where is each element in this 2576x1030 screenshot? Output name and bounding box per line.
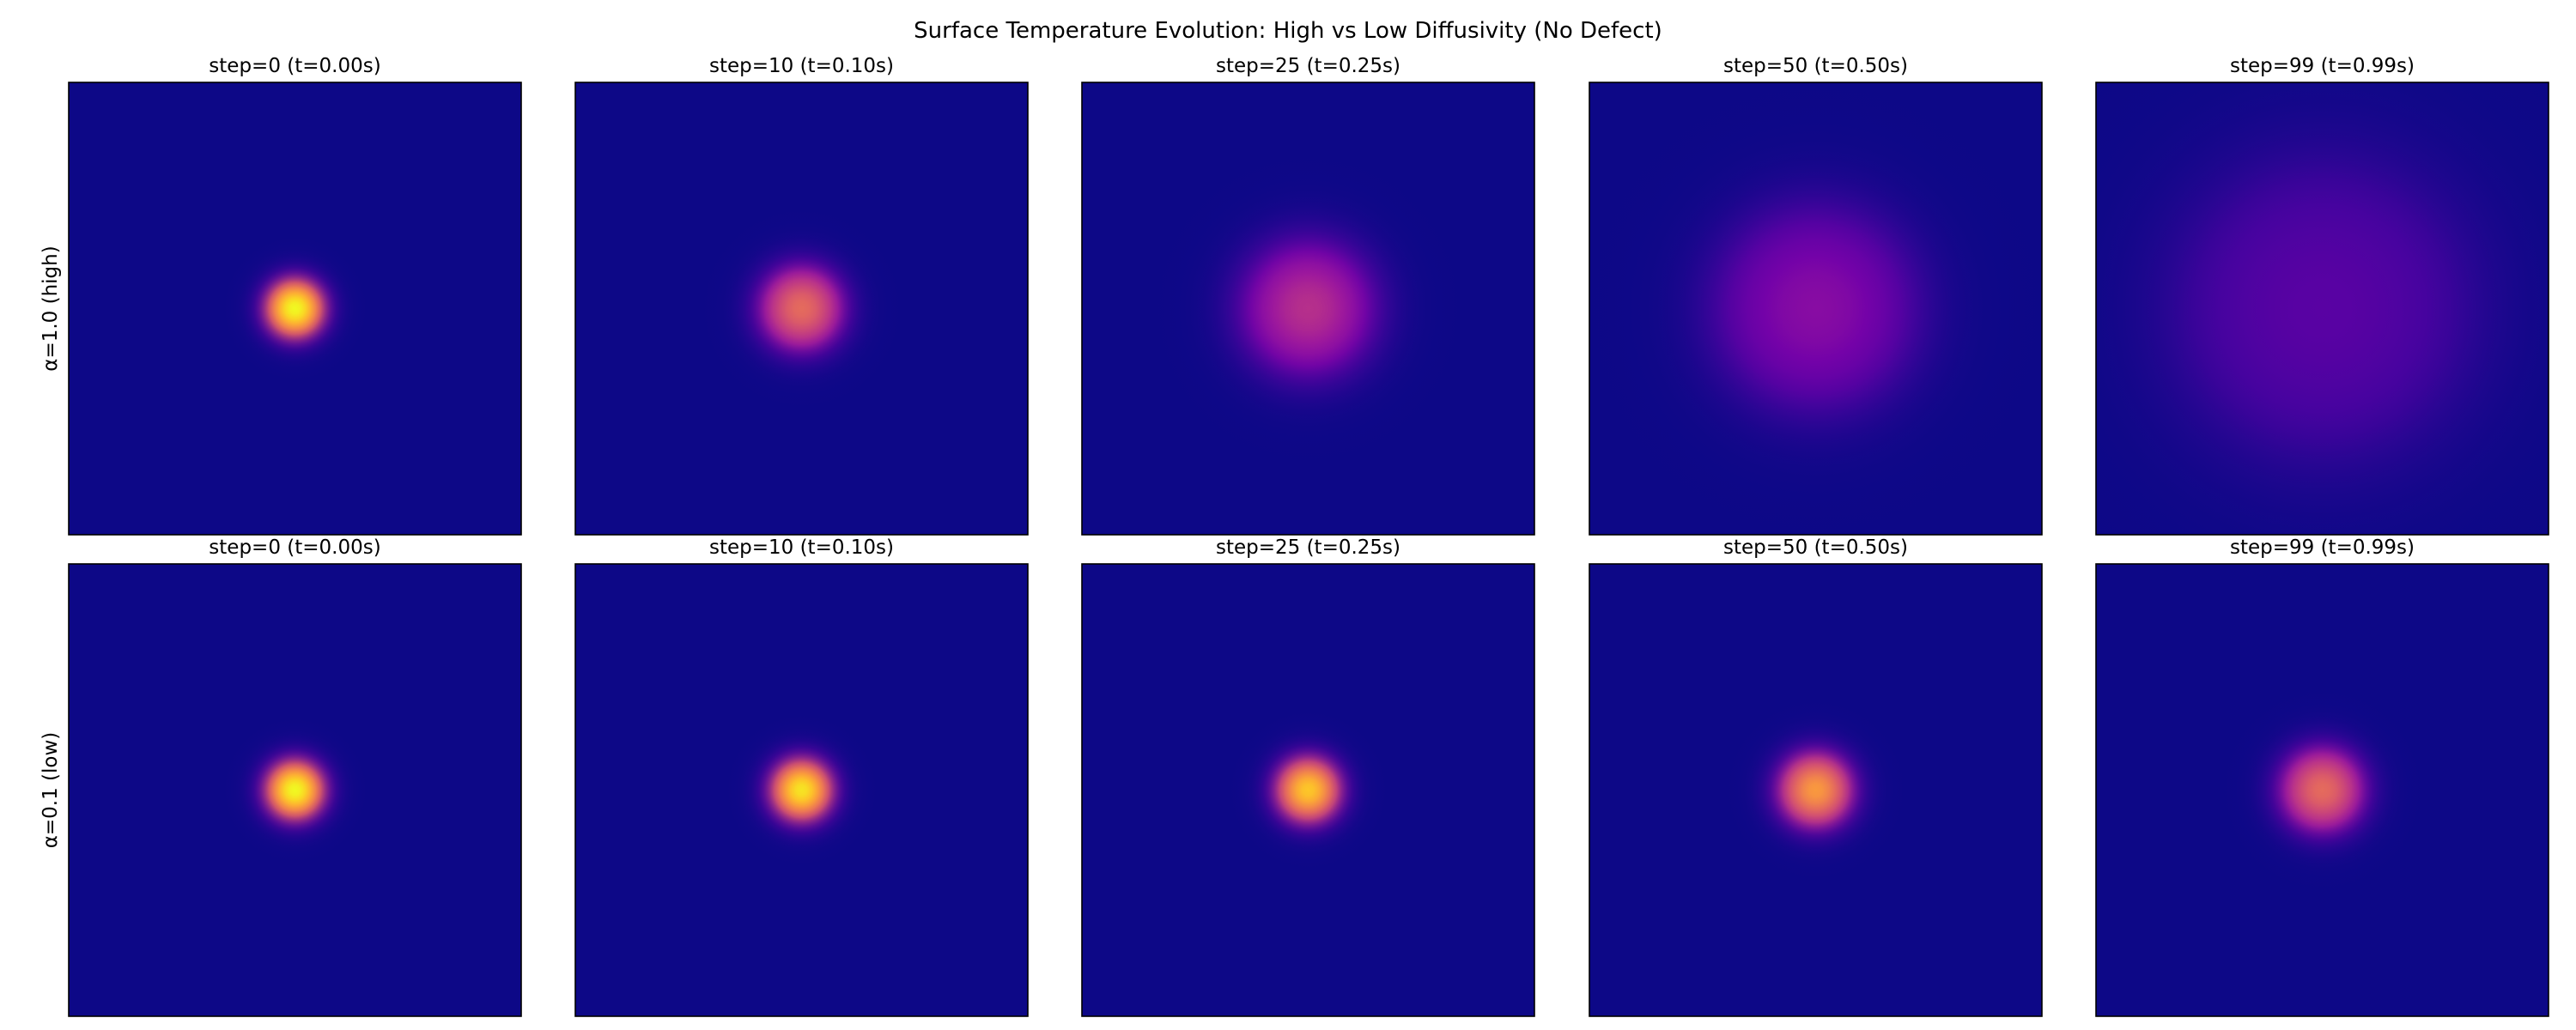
- panel-frame: [68, 82, 522, 536]
- panel-title: step=25 (t=0.25s): [1216, 536, 1400, 559]
- panel-title: step=25 (t=0.25s): [1216, 55, 1400, 77]
- hotspot: [2221, 688, 2424, 892]
- panel-frame: [68, 563, 522, 1017]
- hotspot: [2096, 82, 2549, 535]
- panel-title: step=99 (t=0.99s): [2230, 536, 2415, 559]
- panel-title: step=0 (t=0.00s): [209, 55, 380, 77]
- hotspot: [1148, 148, 1468, 469]
- panel-frame: [1081, 563, 1535, 1017]
- row-label: α=0.1 (low): [39, 732, 62, 849]
- panel-title: step=99 (t=0.99s): [2230, 55, 2415, 77]
- panel-frame: [2095, 563, 2549, 1017]
- panel-title: step=10 (t=0.10s): [709, 536, 894, 559]
- hotspot: [700, 207, 903, 410]
- panel-frame: [1589, 563, 2043, 1017]
- panels-group: α=1.0 (high) step=0 (t=0.00s) step=10 (t=0…: [39, 55, 2549, 1017]
- panel-frame: [574, 82, 1029, 536]
- panel-title: step=10 (t=0.10s): [709, 55, 894, 77]
- panel-title: step=0 (t=0.00s): [209, 536, 380, 559]
- hotspot: [1725, 700, 1906, 881]
- hotspot: [222, 718, 368, 863]
- hotspot: [1589, 82, 2042, 535]
- hotspot: [222, 236, 368, 381]
- panel-title: step=50 (t=0.50s): [1723, 55, 1908, 77]
- hotspot: [1228, 710, 1388, 870]
- panel-title: step=50 (t=0.50s): [1723, 536, 1908, 559]
- panel-frame: [1589, 82, 2043, 536]
- row-label: α=1.0 (high): [39, 245, 62, 371]
- hotspot: [725, 713, 878, 867]
- figure-title: Surface Temperature Evolution: High vs L…: [914, 18, 1662, 44]
- panel-frame: [1081, 82, 1535, 536]
- panel-frame: [574, 563, 1029, 1017]
- panel-frame: [2095, 82, 2549, 536]
